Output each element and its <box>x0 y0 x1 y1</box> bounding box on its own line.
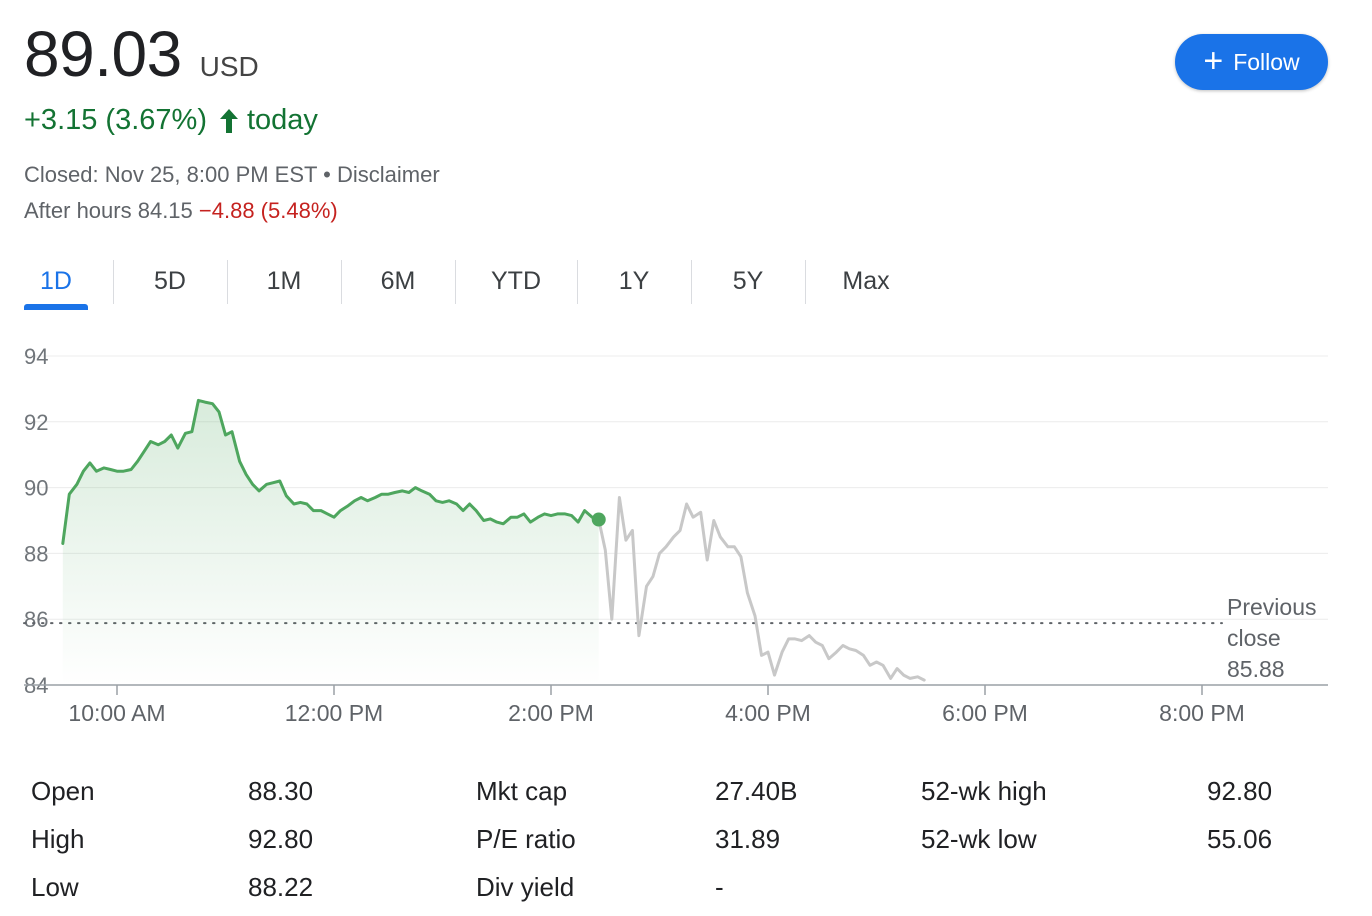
stat-label-div-yield: Div yield <box>476 872 575 902</box>
stat-label-low: Low <box>31 872 79 902</box>
stat-value-high: 92.80 <box>248 824 314 854</box>
follow-label: Follow <box>1233 48 1300 75</box>
tab-divider <box>805 260 806 304</box>
active-tab-indicator <box>24 304 88 310</box>
market-status: Closed: Nov 25, 8:00 PM EST • Disclaimer <box>24 162 440 187</box>
tab-max[interactable]: Max <box>842 266 890 295</box>
current-price: 89.03 <box>24 18 182 90</box>
x-tick-label: 4:00 PM <box>725 700 811 726</box>
tab-divider <box>455 260 456 304</box>
after-hours-change: −4.88 (5.48%) <box>198 198 338 223</box>
follow-button[interactable]: + Follow <box>1175 34 1328 90</box>
stat-value-open: 88.30 <box>248 776 314 806</box>
tab-divider <box>113 260 114 304</box>
stat-value-low: 88.22 <box>248 872 314 902</box>
price-change: +3.15 (3.67%) today <box>24 104 318 137</box>
series-line-after-hours <box>597 496 926 682</box>
tab-divider <box>577 260 578 304</box>
after-hours-price: After hours 84.15 <box>24 198 193 223</box>
previous-close-label: 85.88 <box>1227 656 1285 682</box>
stat-label-open: Open <box>31 776 95 806</box>
x-tick-label: 2:00 PM <box>508 700 594 726</box>
currency: USD <box>199 51 259 82</box>
tab-1m[interactable]: 1M <box>266 266 302 295</box>
regular-session-area <box>62 400 599 685</box>
stat-label-pe-ratio: P/E ratio <box>476 824 576 854</box>
change-suffix: today <box>246 104 318 136</box>
stat-value-52wk-low: 55.06 <box>1207 824 1273 854</box>
stat-value-52wk-high: 92.80 <box>1207 776 1273 806</box>
stat-label-mkt-cap: Mkt cap <box>476 776 568 806</box>
after-hours: After hours 84.15 −4.88 (5.48%) <box>24 198 338 224</box>
tab-divider <box>691 260 692 304</box>
x-tick-label: 6:00 PM <box>942 700 1028 726</box>
stat-label-high: High <box>31 824 85 854</box>
close-point-marker <box>591 512 606 527</box>
x-tick-label: 12:00 PM <box>285 700 383 726</box>
tab-1y[interactable]: 1Y <box>618 266 650 295</box>
tab-6m[interactable]: 6M <box>380 266 416 295</box>
y-tick-label-86: 86 <box>24 607 48 632</box>
series-line-regular <box>61 398 601 545</box>
previous-close-label: Previous <box>1227 594 1316 620</box>
plus-icon: + <box>1203 41 1224 80</box>
stat-label-52wk-high: 52-wk high <box>921 776 1047 806</box>
y-tick-label-94: 94 <box>24 344 48 369</box>
tab-divider <box>341 260 342 304</box>
stat-value-div-yield: - <box>715 872 724 902</box>
y-tick-label-88: 88 <box>24 541 48 566</box>
previous-close-label: close <box>1227 625 1281 651</box>
y-tick-label-92: 92 <box>24 410 48 435</box>
tab-1d[interactable]: 1D <box>40 266 72 295</box>
stat-value-mkt-cap: 27.40B <box>715 776 798 806</box>
tab-ytd[interactable]: YTD <box>491 266 541 295</box>
arrow-up-icon <box>219 108 238 133</box>
tab-divider <box>227 260 228 304</box>
x-tick-label: 8:00 PM <box>1159 700 1245 726</box>
x-tick-label: 10:00 AM <box>68 700 165 726</box>
price-header: 89.03 USD <box>24 18 259 90</box>
change-value: +3.15 (3.67%) <box>24 104 207 136</box>
stat-label-52wk-low: 52-wk low <box>921 824 1037 854</box>
tab-5d[interactable]: 5D <box>154 266 186 295</box>
tab-5y[interactable]: 5Y <box>732 266 764 295</box>
stat-value-pe-ratio: 31.89 <box>715 824 781 854</box>
y-tick-label-90: 90 <box>24 476 48 501</box>
